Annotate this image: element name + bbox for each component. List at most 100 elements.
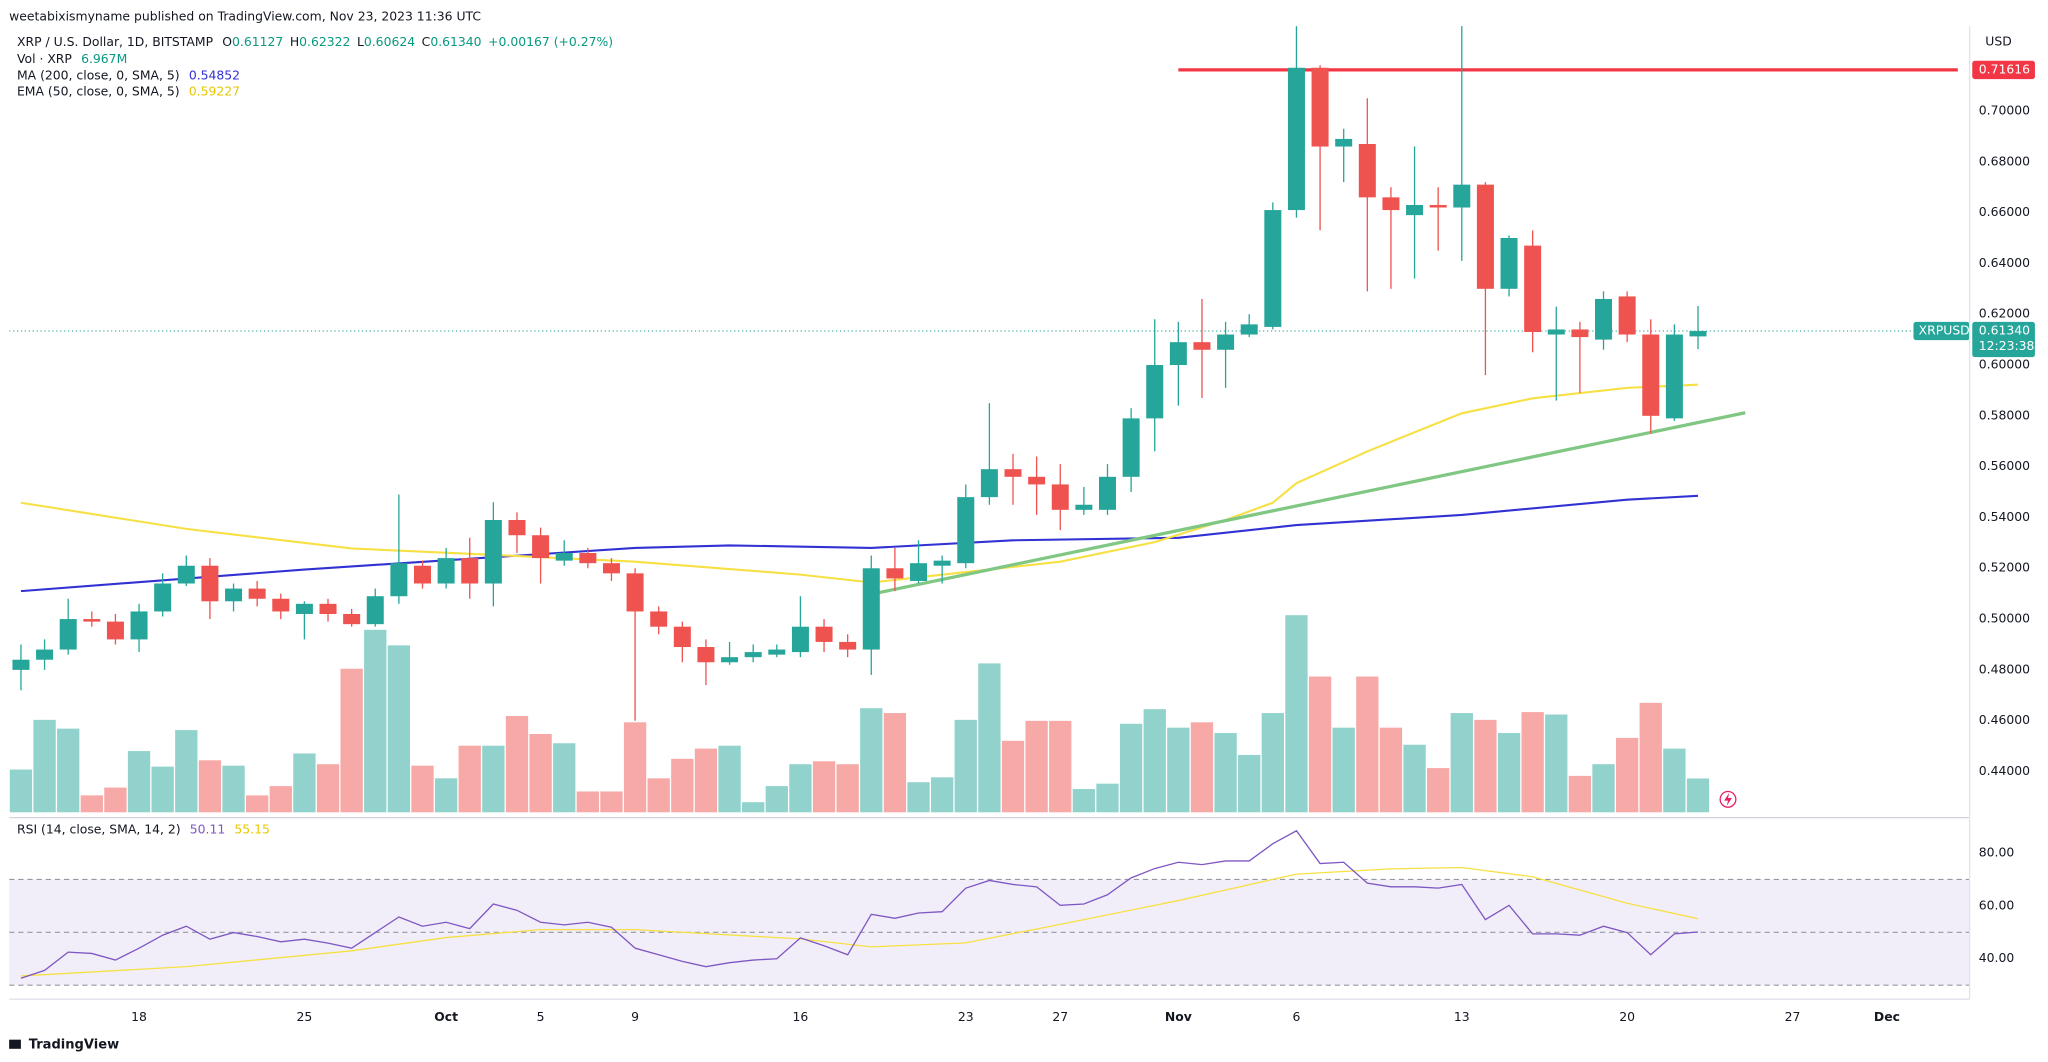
candle-body [1193, 342, 1211, 350]
candle [1193, 298, 1211, 399]
trend-line [870, 411, 1746, 596]
volume-bar [57, 728, 80, 813]
volume-bar [1332, 727, 1355, 813]
candle-body [1571, 329, 1589, 338]
candle [721, 641, 739, 665]
rsi-layer [9, 829, 1970, 986]
candle [1240, 314, 1258, 338]
candle-body [626, 573, 644, 612]
ohlc-value: 0.60624 [364, 33, 415, 48]
candle-body [1122, 418, 1140, 477]
candle-body [1665, 334, 1683, 419]
candle-body [1240, 324, 1258, 335]
ohlc-key: H [290, 33, 299, 48]
candle [768, 644, 786, 658]
candle [1618, 291, 1636, 343]
volume-bar [623, 722, 647, 813]
candle-body [815, 626, 833, 642]
candle-body [602, 563, 620, 574]
rsi-name: RSI (14, close, SMA, 14, 2) [17, 821, 181, 836]
volume-bar [1521, 712, 1544, 813]
candle [1311, 65, 1329, 231]
candle [1571, 321, 1589, 393]
candle-body [1595, 298, 1613, 340]
volume-bar [1214, 733, 1237, 813]
candle-body [177, 565, 195, 584]
candle-body [1169, 342, 1187, 366]
symbol: XRP / U.S. Dollar, 1D, BITSTAMP [17, 33, 214, 48]
change: +0.00167 (+0.27%) [488, 33, 613, 48]
candle [1642, 319, 1660, 434]
candle-body [1217, 334, 1235, 350]
volume-bar [1474, 719, 1497, 813]
volume-bar [1143, 709, 1166, 813]
x-tick-label: 16 [793, 1009, 809, 1024]
volume-bar [293, 753, 316, 813]
candle [1382, 187, 1400, 289]
x-tick-label: 6 [1293, 1009, 1301, 1024]
candle [1429, 187, 1447, 251]
volume-bar [364, 629, 387, 813]
candle-body [390, 563, 408, 597]
candle [1524, 230, 1542, 353]
candle-body [1500, 237, 1518, 289]
y-tick-label: 0.50000 [1979, 611, 2030, 626]
legend-ma: MA (200, close, 0, SMA, 5) 0.54852 [17, 67, 240, 82]
candle-body [532, 535, 550, 559]
candle-body [1382, 197, 1400, 211]
volume-bar [1285, 615, 1308, 813]
candle [1547, 306, 1565, 401]
moving-average-line [20, 494, 1699, 593]
candle [910, 540, 928, 584]
candle [413, 560, 432, 589]
volume-bar [836, 764, 859, 813]
candle [697, 639, 715, 686]
volume-bar [1025, 720, 1048, 813]
candle [201, 558, 219, 620]
candle-body [1358, 144, 1376, 198]
candle-body [862, 568, 880, 650]
volume-bar [1096, 783, 1119, 813]
candle [1051, 464, 1069, 531]
candle-body [1547, 329, 1565, 335]
candle-body [1098, 476, 1116, 510]
y-tick-label: 0.56000 [1979, 458, 2030, 473]
candle-body [980, 469, 998, 498]
candle [59, 598, 77, 655]
candle [106, 613, 124, 645]
candle-body [106, 621, 124, 640]
y-tick-label: 0.48000 [1979, 661, 2030, 676]
x-tick-label: 9 [631, 1009, 639, 1024]
candle-body [1146, 365, 1164, 419]
brand: TradingView [9, 1037, 119, 1052]
candle [862, 555, 880, 675]
ma-value: 0.54852 [189, 67, 240, 82]
level-label: 0.71616 [1979, 61, 2030, 76]
candle [1217, 321, 1235, 388]
volume-bar [245, 795, 269, 813]
rsi-sma-value: 55.15 [234, 821, 269, 836]
volume-bar [553, 743, 576, 813]
brand-logo [9, 1039, 21, 1049]
candle [177, 555, 195, 587]
volume-value: 6.967M [81, 50, 127, 65]
candle-body [697, 647, 715, 663]
candle [1453, 26, 1471, 261]
candle-body [1004, 469, 1022, 477]
ohlc-value: 0.62322 [299, 33, 350, 48]
y-tick-label: 0.64000 [1979, 255, 2030, 270]
volume-bar [1497, 733, 1521, 813]
candle-body [744, 652, 762, 658]
x-tick-label: 25 [297, 1009, 313, 1024]
last-price-box [1972, 321, 2035, 358]
volume-bar [1072, 789, 1096, 813]
candle-body [673, 626, 691, 648]
volume-bar [340, 668, 363, 813]
y-tick-label: 0.62000 [1979, 306, 2030, 321]
volume-bar [9, 769, 33, 813]
volume-bar [1592, 764, 1615, 813]
candle [532, 527, 550, 584]
x-tick-label: 27 [1785, 1009, 1801, 1024]
volume-bar [151, 766, 174, 813]
